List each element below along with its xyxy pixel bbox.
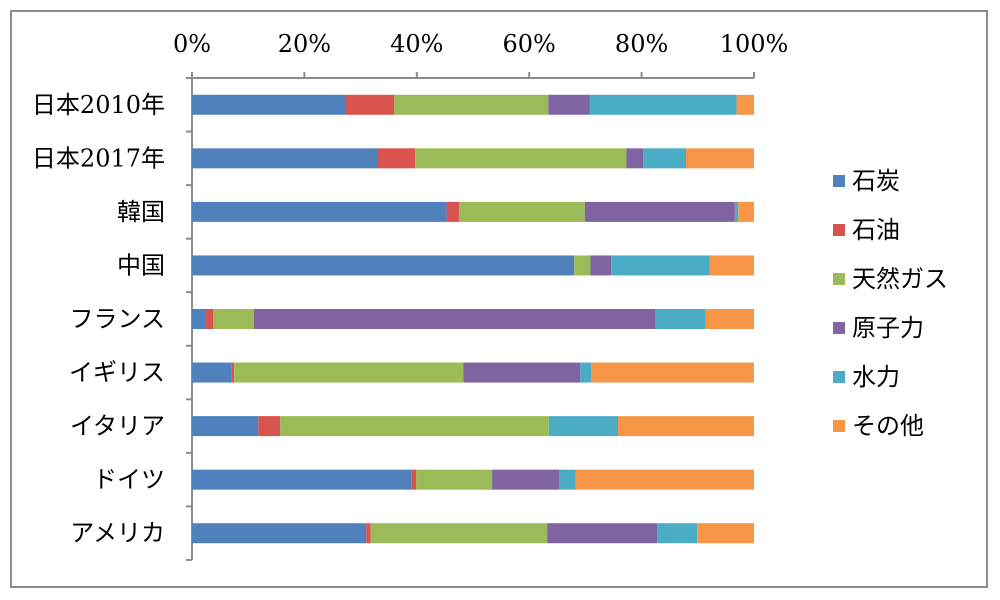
bar-segment bbox=[617, 416, 754, 437]
bar-segment bbox=[213, 309, 254, 329]
x-ticks: 0% 20% 40% 60% 80% 100% bbox=[173, 30, 788, 78]
bar-segment bbox=[378, 148, 416, 169]
legend-swatch bbox=[833, 224, 845, 236]
bar-segment bbox=[416, 469, 493, 490]
bar-segment bbox=[192, 362, 232, 383]
y-ticks bbox=[186, 77, 192, 561]
category-label: アメリカ bbox=[70, 519, 165, 547]
bar-segment bbox=[590, 255, 612, 276]
bar-segment bbox=[558, 469, 576, 490]
legend-swatch bbox=[833, 371, 845, 383]
legend-label: 石炭 bbox=[852, 167, 900, 195]
bar-segment bbox=[705, 309, 754, 329]
legend-label: 原子力 bbox=[852, 314, 924, 342]
bar-segment bbox=[738, 201, 754, 222]
bar-segment bbox=[415, 148, 627, 169]
bar-segment bbox=[192, 309, 207, 329]
bar-segment bbox=[685, 148, 754, 169]
bar-segment bbox=[192, 416, 259, 437]
bar-segment bbox=[411, 469, 417, 490]
bar-segment bbox=[611, 255, 710, 276]
x-tick-label: 0% bbox=[173, 30, 211, 58]
legend-swatch bbox=[833, 175, 845, 187]
x-tick-label: 40% bbox=[390, 30, 443, 58]
bar-segment bbox=[589, 94, 737, 115]
bar-segment bbox=[192, 201, 447, 222]
bar-segment bbox=[736, 94, 754, 115]
legend-label: その他 bbox=[852, 412, 924, 440]
bar-segment bbox=[234, 362, 464, 383]
bar-segment bbox=[192, 94, 346, 115]
bar-segment bbox=[253, 309, 656, 329]
bar-segment bbox=[192, 148, 379, 169]
category-label: ドイツ bbox=[93, 466, 165, 494]
bar-segment bbox=[591, 362, 754, 383]
bar-segment bbox=[345, 94, 395, 115]
bar-segment bbox=[458, 201, 585, 222]
bar-segment bbox=[584, 201, 735, 222]
bar-segment bbox=[697, 523, 754, 544]
bar-segment bbox=[655, 309, 706, 329]
category-label: 日本2017年 bbox=[32, 144, 165, 172]
legend-label: 水力 bbox=[852, 363, 900, 391]
legend-swatch bbox=[833, 420, 845, 432]
bar-segment bbox=[547, 523, 658, 544]
bar-segment bbox=[626, 148, 644, 169]
category-label: 日本2010年 bbox=[32, 91, 165, 119]
bar-segment bbox=[734, 201, 739, 222]
bar-segment bbox=[446, 201, 459, 222]
category-label: 韓国 bbox=[117, 198, 165, 226]
bar-segment bbox=[258, 416, 281, 437]
bar-segment bbox=[657, 523, 698, 544]
bar-segment bbox=[548, 416, 618, 437]
bar-segment bbox=[280, 416, 549, 437]
bar-segment bbox=[575, 469, 754, 490]
legend-swatch bbox=[833, 273, 845, 285]
bar-segment bbox=[192, 523, 367, 544]
bar-segment bbox=[580, 362, 592, 383]
bar-segment bbox=[192, 255, 575, 276]
bar-segment bbox=[394, 94, 549, 115]
bar-segment bbox=[548, 94, 590, 115]
bar-segment bbox=[370, 523, 548, 544]
bar-segment bbox=[192, 469, 412, 490]
bar-segment bbox=[574, 255, 591, 276]
x-tick-label: 60% bbox=[503, 30, 556, 58]
bars bbox=[192, 94, 754, 544]
category-label: 中国 bbox=[117, 251, 165, 279]
legend-label: 天然ガス bbox=[852, 265, 948, 293]
category-label: イギリス bbox=[69, 359, 165, 387]
bar-segment bbox=[643, 148, 686, 169]
x-tick-label: 80% bbox=[615, 30, 668, 58]
bar-segment bbox=[463, 362, 581, 383]
bar-segment bbox=[492, 469, 559, 490]
x-tick-label: 20% bbox=[278, 30, 331, 58]
legend-swatch bbox=[833, 322, 845, 334]
category-label: イタリア bbox=[70, 412, 165, 440]
x-tick-label: 100% bbox=[720, 30, 789, 58]
bar-segment bbox=[231, 362, 235, 383]
legend-label: 石油 bbox=[852, 216, 900, 244]
bar-segment bbox=[366, 523, 371, 544]
bar-segment bbox=[206, 309, 214, 329]
category-label: フランス bbox=[69, 305, 165, 333]
bar-segment bbox=[709, 255, 754, 276]
